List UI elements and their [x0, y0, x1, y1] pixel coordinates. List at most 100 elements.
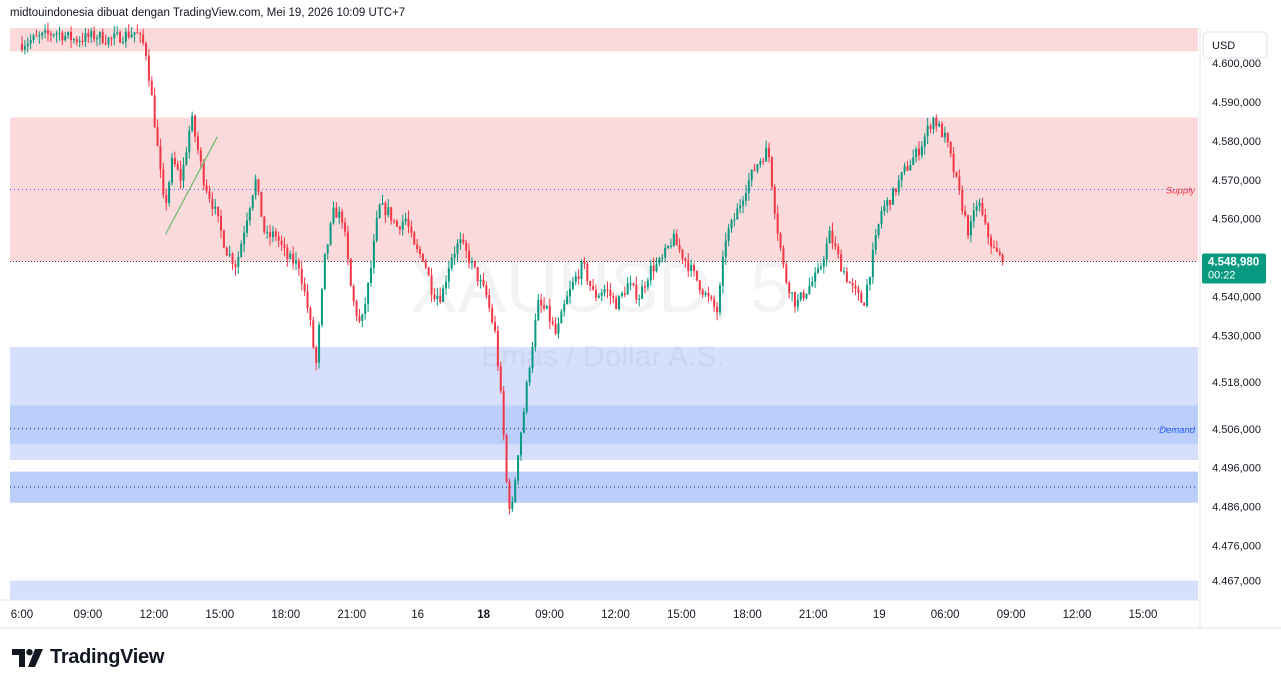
- candle-body: [95, 38, 98, 40]
- candle-body: [335, 207, 338, 218]
- candle-body: [831, 230, 834, 244]
- candle-body: [635, 284, 638, 300]
- candle-body: [716, 306, 719, 313]
- candle-body: [124, 31, 127, 42]
- candle-body: [606, 289, 609, 291]
- candle-body: [245, 220, 248, 233]
- last-price-value: 4.548,980: [1208, 257, 1259, 269]
- candle-body: [168, 182, 171, 203]
- candle-body: [196, 136, 199, 151]
- candle-body: [623, 293, 626, 295]
- candle-body: [560, 311, 563, 324]
- candle-body: [695, 270, 698, 281]
- candle-body: [814, 272, 817, 282]
- candle-body: [975, 206, 978, 211]
- supply-zone-1[interactable]: [10, 117, 1198, 262]
- candle-body: [87, 33, 90, 37]
- candle-body: [785, 264, 788, 283]
- candle-body: [456, 243, 459, 254]
- candle-body: [364, 304, 367, 315]
- candle-body: [808, 285, 811, 294]
- candle-body: [110, 37, 113, 39]
- demand-zone-5[interactable]: [10, 580, 1198, 600]
- candle-body: [323, 253, 326, 290]
- candle-body: [248, 208, 251, 221]
- x-tick-label: 09:00: [997, 609, 1026, 621]
- candle-body: [384, 203, 387, 216]
- time-axis-labels: 6:00 09:00 12:00 15:00 18:00 21:00 16 18 09:00 12…: [11, 609, 1158, 621]
- candle-body: [41, 32, 44, 36]
- candle-body: [211, 198, 214, 209]
- candle-body: [98, 32, 101, 39]
- tradingview-brand: TradingView: [50, 646, 165, 668]
- candle-body: [153, 95, 156, 128]
- candle-body: [499, 366, 502, 392]
- candle-body: [883, 205, 886, 212]
- candle-body: [545, 305, 548, 309]
- candle-body: [721, 257, 724, 286]
- candle-body: [811, 281, 814, 286]
- candle-body: [482, 279, 485, 286]
- candle-body: [851, 283, 854, 286]
- candle-body: [776, 213, 779, 234]
- x-tick-label: 15:00: [1129, 609, 1158, 621]
- candle-body: [917, 148, 920, 156]
- candle-body: [620, 293, 623, 296]
- candle-body: [664, 247, 667, 258]
- candle-body: [736, 208, 739, 220]
- candle-body: [690, 265, 693, 271]
- x-tick-label: 15:00: [205, 609, 234, 621]
- candle-body: [280, 240, 283, 245]
- watermark-description: Emas / Dollar A.S.: [481, 340, 724, 373]
- candle-body: [571, 281, 574, 289]
- trendline-layer[interactable]: [165, 136, 218, 235]
- candle-body: [597, 295, 600, 298]
- candle-body: [254, 179, 257, 196]
- trendline[interactable]: [165, 136, 218, 235]
- candle-body: [217, 206, 220, 217]
- candle-body: [205, 185, 208, 192]
- candle-body: [439, 295, 442, 302]
- candle-body: [269, 232, 272, 238]
- candle-body: [730, 220, 733, 229]
- supply-zone-0[interactable]: [10, 28, 1198, 52]
- candle-body: [502, 391, 505, 436]
- candle-body: [127, 31, 130, 38]
- candle-body: [739, 205, 742, 209]
- x-tick-label: 09:00: [535, 609, 564, 621]
- candle-body: [222, 230, 225, 248]
- demand-core-zone-3[interactable]: [10, 405, 1198, 445]
- candle-body: [615, 297, 618, 310]
- candle-body: [669, 245, 672, 247]
- candle-body: [568, 288, 571, 297]
- candle-body: [932, 117, 935, 129]
- candle-body: [329, 223, 332, 245]
- y-tick-label: 4.570,000: [1212, 175, 1261, 187]
- candle-body: [352, 286, 355, 302]
- candle-body: [897, 180, 900, 193]
- candle-body: [240, 243, 243, 258]
- demand-zone-label: Demand: [1159, 425, 1196, 436]
- demand-core-zone-4[interactable]: [10, 471, 1198, 503]
- candle-body: [257, 179, 260, 192]
- currency-button[interactable]: [1202, 31, 1268, 59]
- candle-body: [589, 281, 592, 287]
- candle-body: [52, 34, 55, 36]
- x-tick-label: 12:00: [1063, 609, 1092, 621]
- y-tick-label: 4.496,000: [1212, 463, 1261, 475]
- x-tick-label: 21:00: [337, 609, 366, 621]
- candle-body: [90, 31, 93, 37]
- tradingview-footer[interactable]: TradingView: [12, 646, 164, 669]
- candle-body: [297, 260, 300, 269]
- candle-body: [554, 323, 557, 334]
- x-tick-label: 09:00: [74, 609, 103, 621]
- candle-body: [485, 285, 488, 296]
- candle-body: [419, 249, 422, 254]
- candle-body: [159, 145, 162, 170]
- candle-body: [358, 315, 361, 322]
- candle-body: [577, 276, 580, 279]
- candle-body: [243, 232, 246, 244]
- candle-body: [407, 218, 410, 227]
- candle-body: [35, 35, 38, 37]
